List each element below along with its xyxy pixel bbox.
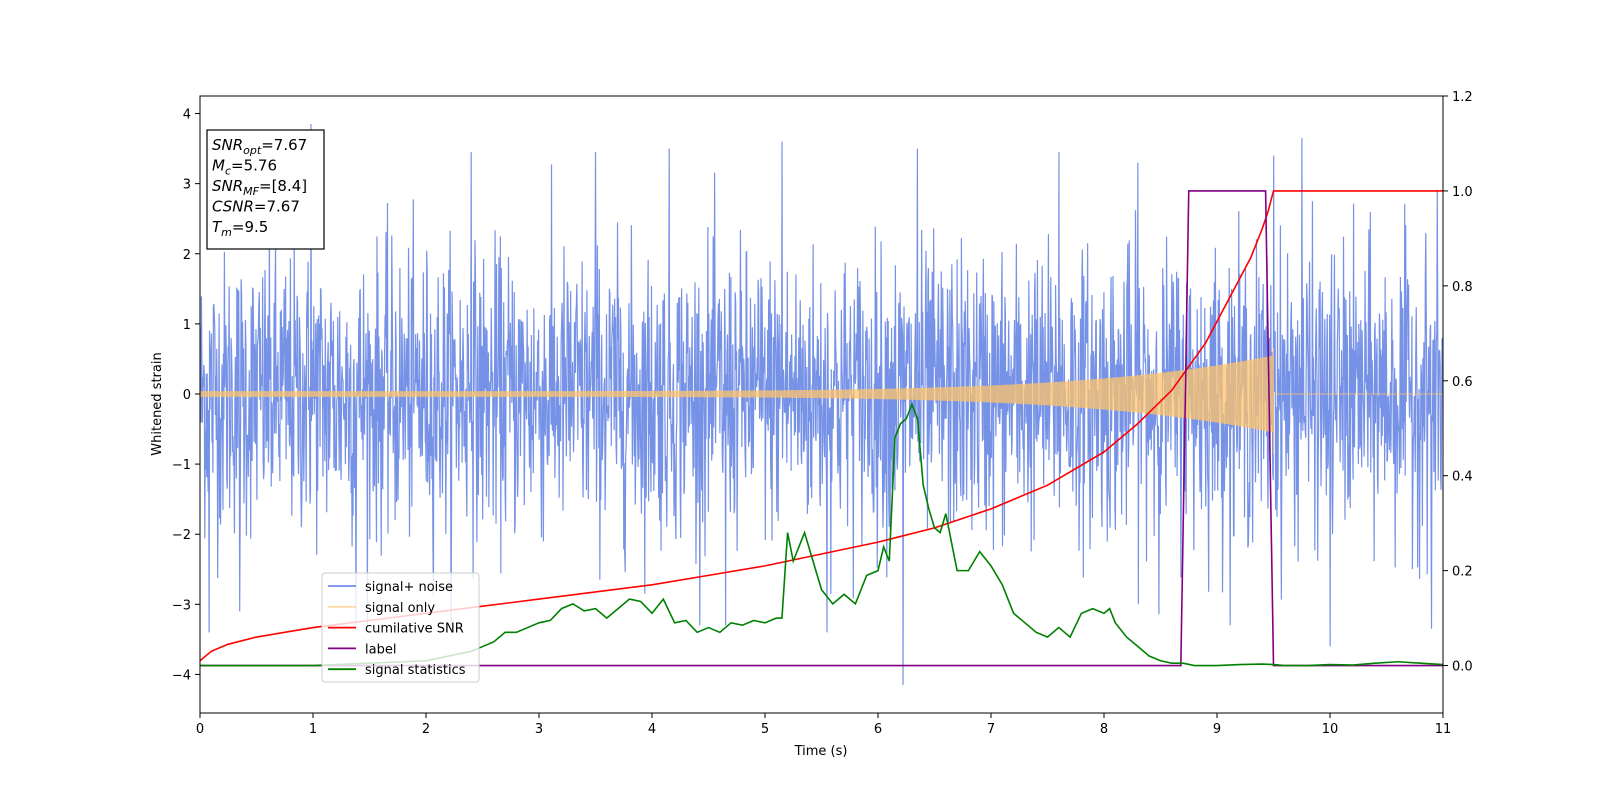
y-right-tick-label: 1.0 (1452, 185, 1473, 200)
x-tick-label: 11 (1435, 722, 1452, 737)
annotation-box: SNRopt=7.67Mc=5.76SNRMF=[8.4]CSNR=7.67Tm… (206, 129, 325, 250)
annotation-line: SNRopt=7.67 (212, 136, 307, 157)
axes: 0 1 2 3 4 5 6 7 8 9 10 11 −4 −3 −2 −1 0 1 2 3 4 0.0 0.2 0.4 0.6 0… (172, 90, 1473, 737)
annotation-subscript: c (225, 165, 231, 178)
annotation-symbol: SNR (212, 136, 243, 154)
plot-frame (199, 95, 1444, 714)
x-tick-label: 4 (648, 722, 656, 737)
y-tick-label: 3 (183, 178, 191, 193)
x-axis-label: Time (s) (794, 744, 848, 759)
y-tick-label: −4 (172, 668, 191, 683)
y-tick-label: 1 (183, 318, 191, 333)
x-tick-label: 1 (309, 722, 317, 737)
x-tick-label: 7 (987, 722, 995, 737)
annotation-frame (206, 129, 325, 250)
y-tick-label: −3 (172, 598, 191, 613)
x-tick-label: 9 (1213, 722, 1221, 737)
annotation-subscript: MF (243, 185, 259, 198)
y-tick-label: 0 (183, 388, 191, 403)
legend-label: cumilative SNR (365, 622, 464, 637)
x-tick-label: 6 (874, 722, 882, 737)
annotation-symbol: CSNR (212, 198, 254, 216)
annotation-value: =7.67 (261, 136, 307, 154)
y-right-tick-label: 0.4 (1452, 470, 1473, 485)
annotation-symbol: SNR (212, 177, 243, 195)
y-tick-label: −2 (172, 528, 191, 543)
annotation-value: =5.76 (231, 157, 277, 175)
y-right-tick-label: 0.2 (1452, 565, 1473, 580)
annotation-symbol: M (212, 157, 225, 175)
legend-frame (321, 572, 480, 683)
annotation-line: CSNR=7.67 (212, 198, 300, 216)
y-axis-label: Whitened strain (150, 352, 165, 455)
y-tick-label: 4 (183, 108, 191, 123)
y-right-tick-label: 0.8 (1452, 280, 1473, 295)
legend-label: signal only (365, 601, 435, 616)
legend: signal+ noise signal only cumilative SNR la… (321, 572, 480, 683)
x-tick-label: 5 (761, 722, 769, 737)
annotation-line: Mc=5.76 (212, 157, 277, 178)
series-signal-statistics (200, 402, 1443, 667)
annotation-line: SNRMF=[8.4] (212, 177, 307, 198)
x-tick-label: 3 (535, 722, 543, 737)
annotation-value: =7.67 (254, 198, 300, 216)
y-tick-label: −1 (172, 458, 191, 473)
y-right-tick-label: 1.2 (1452, 90, 1473, 105)
annotation-symbol: T (212, 218, 223, 236)
x-tick-label: 8 (1100, 722, 1108, 737)
x-tick-label: 2 (422, 722, 430, 737)
legend-label: label (365, 642, 396, 657)
legend-label: signal statistics (365, 663, 466, 678)
annotation-value: =9.5 (232, 218, 268, 236)
annotation-subscript: opt (243, 144, 262, 157)
x-tick-label: 0 (196, 722, 204, 737)
y-right-tick-label: 0.6 (1452, 375, 1473, 390)
annotation-subscript: m (221, 226, 232, 239)
annotation-value: =[8.4] (259, 177, 307, 195)
annotation-line: Tm=9.5 (212, 218, 268, 239)
y-tick-label: 2 (183, 248, 191, 263)
legend-label: signal+ noise (365, 580, 453, 595)
series-signal-only (200, 348, 1443, 454)
x-tick-label: 10 (1322, 722, 1339, 737)
y-right-tick-label: 0.0 (1452, 660, 1473, 675)
